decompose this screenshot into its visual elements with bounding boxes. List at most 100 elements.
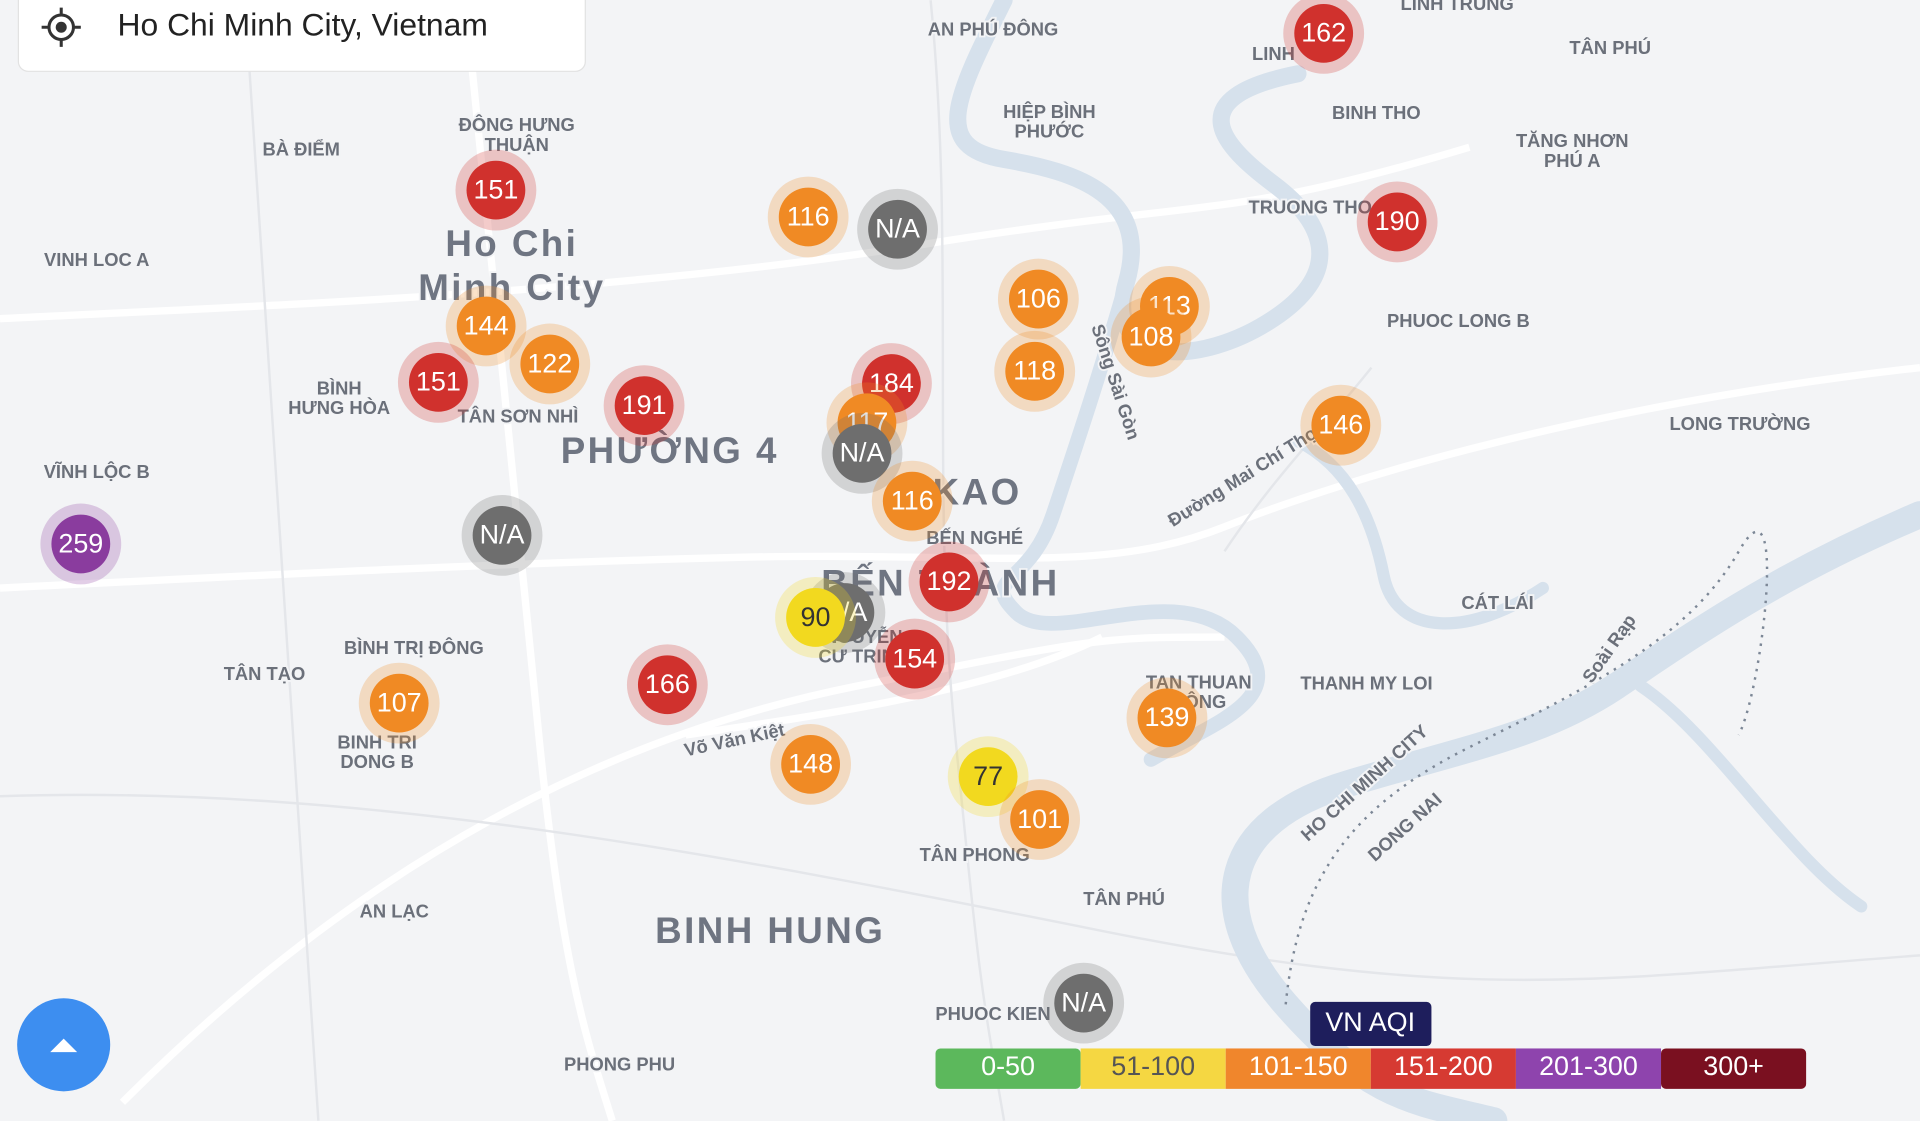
place-label: PHONG PHU bbox=[564, 1053, 675, 1074]
marker-label: 154 bbox=[892, 643, 937, 673]
aqi-marker[interactable]: 259 bbox=[40, 503, 122, 585]
marker-dot bbox=[637, 655, 697, 715]
marker-dot bbox=[472, 506, 532, 565]
place-label: BINH HUNG bbox=[655, 910, 885, 951]
marker-dot bbox=[1005, 341, 1065, 401]
marker-label: 118 bbox=[1013, 356, 1056, 386]
aqi-marker[interactable]: 146 bbox=[1300, 384, 1382, 466]
search-box[interactable]: Ho Chi Minh City, Vietnam bbox=[17, 0, 586, 72]
marker-dot bbox=[614, 376, 674, 435]
aqi-marker[interactable]: 154 bbox=[874, 618, 956, 700]
legend-swatch bbox=[1661, 1048, 1807, 1089]
expand-button[interactable] bbox=[17, 998, 111, 1092]
aqi-marker[interactable]: 139 bbox=[1126, 677, 1208, 759]
aqi-marker[interactable]: 101 bbox=[999, 779, 1080, 860]
aqi-marker[interactable]: N/A bbox=[1043, 962, 1125, 1044]
place-label: BẾN NGHÉ bbox=[926, 527, 1023, 548]
place-label: TÂN SƠN NHÌ bbox=[458, 406, 579, 427]
aqi-marker[interactable]: 151 bbox=[455, 149, 537, 231]
aqi-marker[interactable]: 108 bbox=[1110, 296, 1192, 378]
search-box-background bbox=[17, 0, 586, 72]
marker-label: N/A bbox=[840, 438, 885, 468]
aqi-marker[interactable]: 107 bbox=[358, 662, 440, 744]
legend-label: 51-100 bbox=[1111, 1051, 1195, 1081]
marker-label: 77 bbox=[973, 761, 1003, 791]
legend: VN AQI 0-50 51-100 101-150 151-200 201-300 30… bbox=[935, 1001, 1807, 1089]
legend-label: 101-150 bbox=[1249, 1051, 1348, 1081]
locate-icon-ticks bbox=[41, 7, 81, 47]
place-label: BINH THO bbox=[1332, 102, 1421, 123]
place-label: PHƯỚC bbox=[1015, 120, 1085, 141]
marker-label: 191 bbox=[622, 390, 667, 420]
marker-dot bbox=[51, 514, 111, 574]
place-label: KAO bbox=[933, 472, 1022, 513]
marker-dot bbox=[882, 471, 942, 531]
aqi-marker[interactable]: 122 bbox=[509, 323, 591, 405]
marker-dot bbox=[885, 629, 945, 689]
search-text[interactable]: Ho Chi Minh City, Vietnam bbox=[118, 7, 488, 43]
legend-swatch bbox=[935, 1048, 1081, 1089]
place-label: TÂN TẠO bbox=[224, 663, 306, 684]
aqi-marker[interactable]: 151 bbox=[397, 341, 479, 423]
place-label: Minh City bbox=[418, 267, 605, 308]
aqi-marker[interactable]: 162 bbox=[1283, 0, 1365, 74]
aqi-marker[interactable]: 190 bbox=[1356, 181, 1438, 263]
legend-swatch bbox=[1080, 1048, 1226, 1089]
aqi-marker[interactable]: 144 bbox=[445, 285, 527, 367]
marker-dot bbox=[1367, 192, 1427, 252]
marker-dot bbox=[868, 199, 927, 259]
marker-dot bbox=[1137, 688, 1197, 748]
place-label: AN PHÚ ĐÔNG bbox=[928, 19, 1059, 40]
place-label: CÁT LÁI bbox=[1461, 592, 1533, 613]
place-label: PHƯỜNG 4 bbox=[561, 429, 779, 471]
aqi-marker[interactable]: 77 bbox=[947, 736, 1029, 818]
place-label: BINH TRI bbox=[337, 731, 417, 752]
aqi-marker[interactable]: 148 bbox=[770, 723, 852, 805]
aqi-marker[interactable]: 116 bbox=[767, 176, 849, 258]
aqi-marker[interactable]: 118 bbox=[994, 330, 1076, 412]
marker-label: 166 bbox=[645, 669, 690, 699]
marker-dot bbox=[1294, 3, 1354, 63]
marker-dot bbox=[832, 423, 892, 483]
marker-label: N/A bbox=[1061, 987, 1106, 1017]
marker-label: 90 bbox=[801, 602, 831, 632]
marker-dot bbox=[958, 747, 1018, 807]
marker-label: 192 bbox=[927, 566, 972, 596]
aqi-marker[interactable]: 191 bbox=[603, 365, 685, 447]
aqi-marker[interactable]: N/A bbox=[461, 494, 543, 576]
marker-label: 116 bbox=[787, 201, 830, 231]
place-label: TRUONG THO bbox=[1249, 196, 1372, 217]
legend-swatch bbox=[1370, 1048, 1516, 1089]
legend-label: 0-50 bbox=[981, 1051, 1035, 1081]
marker-label: 151 bbox=[416, 367, 461, 397]
place-label: THANH MY LOI bbox=[1300, 673, 1432, 694]
marker-dot bbox=[456, 296, 516, 356]
place-labels: AN PHÚ ĐÔNG LINH TRUNG TÂN PHÚ LINH HIỆP BÌN… bbox=[42, 0, 1813, 1076]
place-label: PHUOC LONG B bbox=[1387, 310, 1530, 331]
place-label: HƯNG HÒA bbox=[288, 397, 390, 418]
marker-dot bbox=[1311, 395, 1371, 455]
place-label: TÂN PHÚ bbox=[1569, 37, 1651, 58]
aqi-marker[interactable]: N/A bbox=[857, 188, 938, 270]
marker-label: 184 bbox=[869, 368, 914, 398]
aqi-marker[interactable]: 166 bbox=[626, 644, 708, 726]
place-label: AN LẠC bbox=[360, 900, 429, 921]
aqi-marker[interactable]: 90 bbox=[775, 577, 856, 658]
place-label: THUẬN bbox=[485, 134, 549, 155]
place-label: VINH LOC A bbox=[44, 249, 149, 270]
place-label: PHUOC KIEN bbox=[935, 1003, 1050, 1024]
aqi-marker[interactable]: 192 bbox=[908, 541, 990, 623]
marker-label: 146 bbox=[1318, 410, 1363, 440]
legend-label: 300+ bbox=[1703, 1051, 1764, 1081]
marker-dot bbox=[1010, 790, 1069, 849]
aqi-marker[interactable]: N/A bbox=[821, 412, 903, 494]
aqi-marker[interactable]: 116 bbox=[871, 460, 953, 542]
marker-dot bbox=[786, 588, 845, 647]
marker-label: 259 bbox=[58, 528, 103, 558]
marker-dot bbox=[1121, 307, 1181, 367]
place-label: DONG B bbox=[340, 751, 413, 772]
place-label: HIỆP BÌNH bbox=[1003, 101, 1096, 122]
aqi-marker[interactable]: 106 bbox=[997, 258, 1079, 340]
